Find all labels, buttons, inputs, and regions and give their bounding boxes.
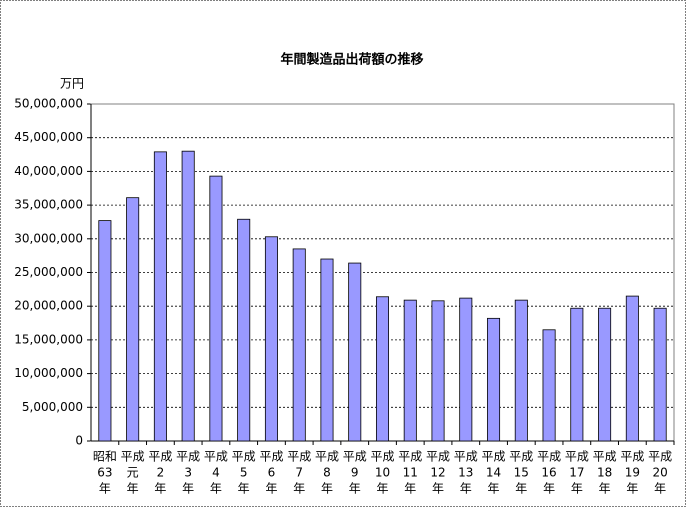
x-tick-label: 11 [403,466,418,480]
bar [375,296,390,442]
bar [237,218,251,442]
x-tick-label: 18 [597,466,612,480]
y-tick-label: 0 [75,434,83,448]
x-tick-label: 平成 [343,450,367,464]
x-tick-label: 平成 [426,450,450,464]
x-tick-label: 元 [127,466,139,480]
x-tick-label: 平成 [620,450,644,464]
x-tick-label: 平成 [370,450,394,464]
y-tick-label: 10,000,000 [14,366,83,380]
x-tick-label: 平成 [509,450,533,464]
x-tick-label: 年 [238,482,250,496]
bar [98,220,112,442]
x-tick-label: 17 [569,466,584,480]
x-tick-label: 年 [404,482,416,496]
y-tick-label: 50,000,000 [14,97,83,111]
x-tick-label: 7 [295,466,303,480]
x-tick-label: 昭和 [93,450,117,464]
bar [514,299,528,442]
x-tick-label: 年 [293,482,305,496]
x-tick-label: 年 [99,482,111,496]
bar [570,307,584,442]
x-tick-label: 年 [154,482,166,496]
bar [153,151,167,442]
x-tick-label: 平成 [287,450,311,464]
bar [181,150,195,442]
y-tick-label: 45,000,000 [14,130,83,144]
bar [292,248,306,442]
y-tick-label: 15,000,000 [14,332,83,346]
bar [403,299,417,442]
x-tick-label: 19 [625,466,640,480]
x-tick-label: 年 [321,482,333,496]
x-tick-label: 年 [460,482,472,496]
y-tick-label: 20,000,000 [14,299,83,313]
x-tick-label: 年 [376,482,388,496]
x-tick-label: 4 [212,466,220,480]
x-tick-label: 年 [265,482,277,496]
bar [625,295,639,442]
x-tick-label: 12 [430,466,445,480]
x-tick-label: 2 [157,466,165,480]
x-tick-label: 3 [184,466,192,480]
bar [598,307,612,442]
bar [320,258,334,442]
x-tick-label: 平成 [232,450,256,464]
x-tick-label: 年 [626,482,638,496]
bar [459,297,473,442]
x-tick-label: 6 [268,466,276,480]
x-tick-label: 平成 [259,450,283,464]
bar [431,300,445,442]
x-tick-label: 15 [514,466,529,480]
x-tick-label: 年 [182,482,194,496]
x-tick-label: 13 [458,466,473,480]
x-tick-label: 平成 [648,450,672,464]
x-tick-label: 平成 [593,450,617,464]
bar [264,236,278,442]
x-tick-label: 平成 [398,450,422,464]
x-tick-label: 平成 [537,450,561,464]
x-tick-label: 8 [323,466,331,480]
x-tick-label: 平成 [454,450,478,464]
x-tick-label: 平成 [148,450,172,464]
y-tick-label: 5,000,000 [22,400,83,414]
x-tick-label: 年 [515,482,527,496]
x-tick-label: 10 [375,466,390,480]
y-tick-label: 35,000,000 [14,198,83,212]
x-tick-label: 平成 [565,450,589,464]
x-tick-label: 年 [432,482,444,496]
x-tick-label: 年 [488,482,500,496]
x-tick-label: 平成 [204,450,228,464]
x-tick-label: 9 [351,466,359,480]
x-tick-label: 5 [240,466,248,480]
x-tick-label: 年 [127,482,139,496]
y-tick-label: 40,000,000 [14,164,83,178]
bar [209,175,223,442]
x-tick-label: 14 [486,466,501,480]
chart-title: 年間製造品出荷額の推移 [280,52,423,68]
x-tick-label: 63 [97,466,112,480]
bar [126,197,140,442]
x-tick-label: 平成 [121,450,145,464]
x-tick-label: 平成 [315,450,339,464]
bar [653,307,667,442]
y-axis-label: 万円 [60,77,84,91]
x-tick-label: 16 [541,466,556,480]
x-tick-label: 平成 [176,450,200,464]
x-tick-label: 年 [210,482,222,496]
bar [542,329,556,442]
x-tick-label: 年 [543,482,555,496]
bar [348,262,362,442]
bar [487,317,501,442]
x-tick-label: 年 [571,482,583,496]
x-tick-label: 年 [349,482,361,496]
y-tick-label: 30,000,000 [14,231,83,245]
x-tick-label: 年 [654,482,666,496]
x-tick-label: 平成 [482,450,506,464]
x-tick-label: 20 [652,466,667,480]
x-tick-label: 年 [599,482,611,496]
y-tick-label: 25,000,000 [14,265,83,279]
